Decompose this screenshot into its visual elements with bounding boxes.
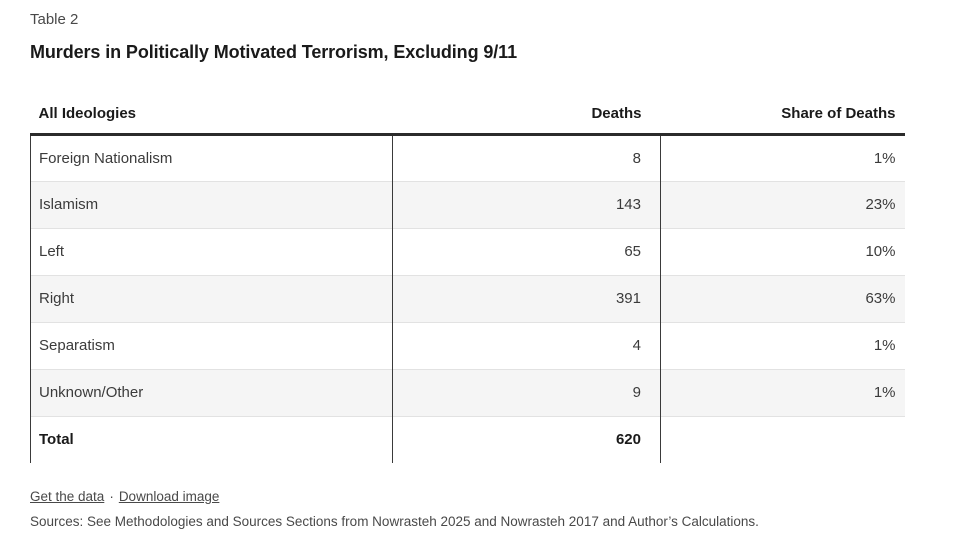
table-row: Islamism 143 23% xyxy=(30,180,905,229)
cell-ideology: Left xyxy=(30,227,393,276)
cell-deaths: 143 xyxy=(392,180,661,229)
cell-share: 63% xyxy=(660,274,905,323)
cell-total-deaths: 620 xyxy=(392,415,661,464)
cell-share: 1% xyxy=(660,321,905,370)
cell-deaths: 9 xyxy=(392,368,661,417)
footer-links: Get the data · Download image xyxy=(30,489,978,506)
get-the-data-link[interactable]: Get the data xyxy=(30,489,105,505)
table-row: Foreign Nationalism 8 1% xyxy=(30,134,905,182)
chart-title: Murders in Politically Motivated Terrori… xyxy=(30,41,518,62)
cell-total-label: Total xyxy=(30,415,393,464)
link-separator: · xyxy=(109,489,114,505)
table-row: Right 391 63% xyxy=(30,274,905,323)
sources-text: Sources: See Methodologies and Sources S… xyxy=(30,513,759,529)
cell-ideology: Islamism xyxy=(30,180,393,229)
cell-share: 1% xyxy=(660,134,905,182)
total-row: Total 620 xyxy=(30,415,905,464)
cell-deaths: 8 xyxy=(392,134,661,182)
cell-total-share xyxy=(660,415,905,464)
table-number-label: Table 2 xyxy=(30,11,79,28)
cell-share: 23% xyxy=(660,180,905,229)
column-header-share: Share of Deaths xyxy=(660,94,905,136)
table-row: Separatism 4 1% xyxy=(30,321,905,370)
cell-share: 10% xyxy=(660,227,905,276)
cell-deaths: 65 xyxy=(392,227,661,276)
column-header-ideology: All Ideologies xyxy=(30,94,393,136)
cell-share: 1% xyxy=(660,368,905,417)
cell-ideology: Unknown/Other xyxy=(30,368,393,417)
data-table: All Ideologies Deaths Share of Deaths Fo… xyxy=(30,94,905,464)
table-row: Unknown/Other 9 1% xyxy=(30,368,905,417)
column-header-deaths: Deaths xyxy=(392,94,661,136)
table-row: Left 65 10% xyxy=(30,227,905,276)
cell-ideology: Foreign Nationalism xyxy=(30,134,393,182)
header-row: All Ideologies Deaths Share of Deaths xyxy=(30,94,905,136)
chart-footer: Get the data · Download image Sources: See… xyxy=(30,489,978,531)
download-image-link[interactable]: Download image xyxy=(118,489,220,505)
cell-deaths: 4 xyxy=(392,321,661,370)
cell-ideology: Separatism xyxy=(30,321,393,370)
cell-ideology: Right xyxy=(30,274,393,323)
cell-deaths: 391 xyxy=(392,274,661,323)
